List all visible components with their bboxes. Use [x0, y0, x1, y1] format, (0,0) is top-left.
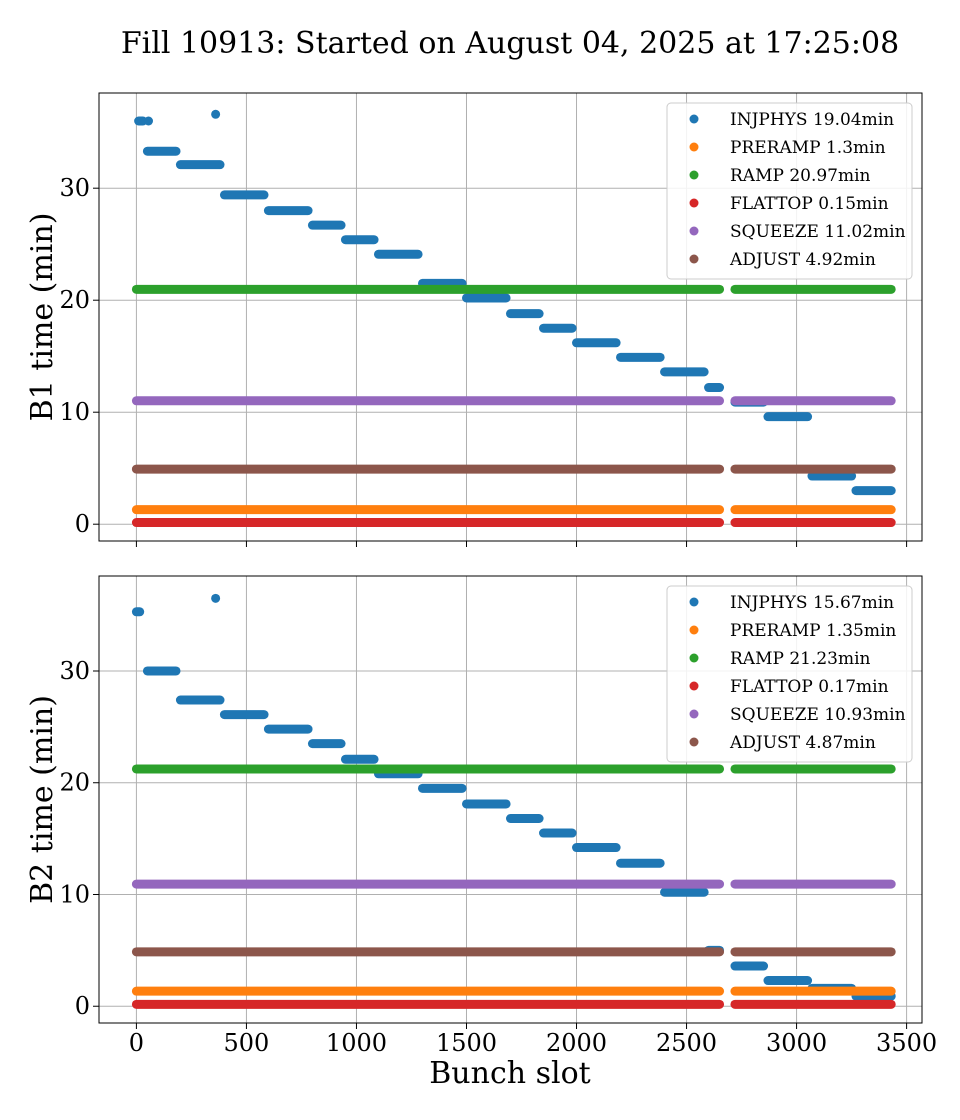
legend-entry: SQUEEZE 10.93min — [730, 705, 906, 725]
y-tick-label: 30 — [59, 174, 90, 202]
legend-entry: PRERAMP 1.3min — [730, 138, 886, 158]
y-tick-label: 30 — [59, 657, 90, 685]
y-tick-label: 10 — [59, 398, 90, 426]
legend-entry: SQUEEZE 11.02min — [730, 222, 906, 242]
legend-entry: ADJUST 4.92min — [729, 250, 876, 270]
data-marks — [131, 593, 896, 1009]
data-point — [144, 116, 154, 126]
legend-marker — [689, 597, 699, 607]
y-tick-label: 20 — [59, 286, 90, 314]
x-tick-label: 500 — [224, 1029, 270, 1057]
x-tick-label: 1000 — [326, 1029, 387, 1057]
legend-marker — [689, 709, 699, 719]
legend-box — [666, 102, 913, 280]
panel-b2: 0 500 1000 1500 2000 2500 3000 3500 0 10 20 30 B2 ti… — [25, 575, 937, 1057]
legend-entry: PRERAMP 1.35min — [730, 621, 896, 641]
legend-marker — [689, 142, 699, 152]
legend-marker — [689, 625, 699, 635]
legend-marker — [689, 737, 699, 747]
legend-marker — [689, 226, 699, 236]
x-axis-label: Bunch slot — [429, 1056, 590, 1091]
legend-marker — [689, 653, 699, 663]
x-tick-label: 2000 — [546, 1029, 607, 1057]
y-tick-label: 0 — [75, 992, 90, 1020]
y-axis-label: B1 time (min) — [25, 213, 60, 422]
chart-title: Fill 10913: Started on August 04, 2025 a… — [121, 26, 899, 61]
legend-entry: ADJUST 4.87min — [729, 733, 876, 753]
legend: INJPHYS 19.04min PRERAMP 1.3min RAMP 20.97… — [666, 102, 913, 280]
x-tick-label: 1500 — [436, 1029, 497, 1057]
y-tick-label: 10 — [59, 880, 90, 908]
legend-entry: FLATTOP 0.17min — [730, 677, 889, 697]
legend-box — [666, 585, 913, 763]
x-tick-label: 3500 — [876, 1029, 937, 1057]
y-tick-label: 20 — [59, 769, 90, 797]
plot-frame — [98, 575, 923, 1024]
legend-entry: INJPHYS 19.04min — [730, 110, 894, 130]
legend-marker — [689, 681, 699, 691]
data-marks — [131, 109, 896, 528]
legend-entry: RAMP 21.23min — [730, 649, 871, 669]
y-tick-label: 0 — [75, 510, 90, 538]
legend-entry: RAMP 20.97min — [730, 166, 871, 186]
legend-marker — [689, 114, 699, 124]
legend-marker — [689, 254, 699, 264]
legend-entry: INJPHYS 15.67min — [730, 593, 894, 613]
legend-marker — [689, 170, 699, 180]
legend: INJPHYS 15.67min PRERAMP 1.35min RAMP 21.2… — [666, 585, 913, 763]
legend-marker — [689, 198, 699, 208]
x-tick-label: 2500 — [656, 1029, 717, 1057]
x-tick-label: 3000 — [766, 1029, 827, 1057]
x-tick-label: 0 — [129, 1029, 144, 1057]
panel-b1: 0 10 20 30 B1 time (min) INJPHYS 19.04min PRER… — [25, 92, 923, 547]
legend-entry: FLATTOP 0.15min — [730, 194, 889, 214]
plot-frame — [98, 92, 923, 542]
y-axis-label: B2 time (min) — [25, 695, 60, 904]
